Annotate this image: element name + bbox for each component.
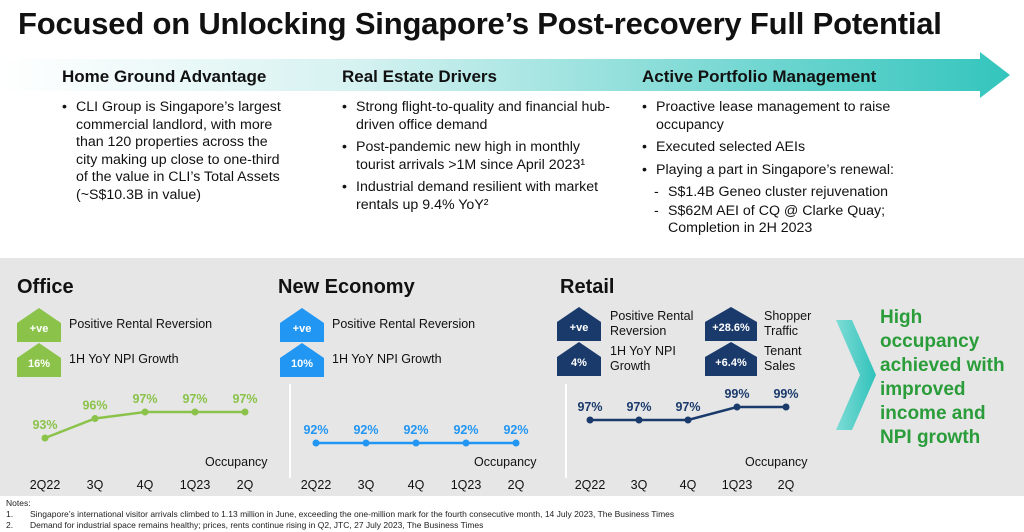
retail-tick-label: 4Q	[680, 478, 697, 492]
new-economy-rental-label: Positive Rental Reversion	[332, 317, 476, 331]
new-economy-occupancy-point	[462, 439, 470, 447]
retail-rental-label: Positive Rental Reversion	[610, 309, 694, 338]
occupancy-callout: High occupancy achieved with improved in…	[880, 307, 1005, 448]
retail-occupancy-point	[684, 416, 692, 424]
office-occupancy-point	[191, 408, 199, 416]
retail-tick-label: 3Q	[631, 478, 648, 492]
home-ground-bullets: CLI Group is Singapore’s largest commerc…	[62, 99, 282, 209]
office-rental-badge: +ve	[17, 308, 61, 342]
retail-npi-badge: 4%	[557, 342, 601, 376]
retail-occupancy-value-label: 99%	[724, 387, 749, 401]
new-economy-occupancy-point	[412, 439, 420, 447]
office-occupancy-point	[241, 408, 249, 416]
retail-occupancy-value-label: 97%	[577, 400, 602, 414]
chevron-right-icon	[836, 320, 876, 430]
retail-shopper-badge: +28.6%	[705, 307, 757, 341]
office-npi-badge: 16%	[17, 343, 61, 377]
new-economy-occupancy-point	[512, 439, 520, 447]
retail-occupancy-value-label: 97%	[626, 400, 651, 414]
office-occupancy-point	[91, 415, 99, 422]
office-axis-label: Occupancy	[205, 455, 268, 469]
office-rental-label: Positive Rental Reversion	[69, 317, 213, 331]
new-economy-occupancy-value-label: 92%	[403, 423, 428, 437]
bullet: CLI Group is Singapore’s largest commerc…	[62, 99, 282, 204]
new-economy-tick-label: 3Q	[358, 478, 375, 492]
new-economy-tick-label: 1Q23	[451, 478, 482, 492]
new-economy-tick-label: 4Q	[408, 478, 425, 492]
office-tick-label: 2Q22	[30, 478, 61, 492]
segment-title-new-economy: New Economy	[278, 276, 415, 298]
retail-shopper-label: Shopper Traffic	[764, 309, 812, 338]
new-economy-occupancy-point	[312, 439, 320, 447]
retail-tenant-label: Tenant Sales	[764, 344, 802, 373]
new-economy-tick-label: 2Q22	[301, 478, 332, 492]
segment-title-retail: Retail	[560, 276, 615, 298]
retail-tenant-badge: +6.4%	[705, 342, 757, 376]
new-economy-npi-badge: 10%	[280, 343, 324, 377]
retail-occupancy-value-label: 97%	[675, 400, 700, 414]
retail-rental-badge: +ve	[557, 307, 601, 341]
new-economy-rental-badge: +ve	[280, 308, 324, 342]
footnote-1: 1. Singapore’s international visitor arri…	[6, 509, 675, 519]
retail-tick-label: 2Q	[778, 478, 795, 492]
new-economy-occupancy-value-label: 92%	[303, 423, 328, 437]
page-title: Focused on Unlocking Singapore’s Post-re…	[18, 6, 942, 41]
pillar-heading-home-ground: Home Ground Advantage	[62, 67, 267, 86]
progress-arrow-band	[0, 52, 1010, 98]
retail-occupancy-value-label: 99%	[773, 387, 798, 401]
new-economy-tick-label: 2Q	[508, 478, 525, 492]
portfolio-bullets: Proactive lease management to raise occu…	[642, 99, 932, 239]
segment-title-office: Office	[17, 276, 74, 298]
retail-npi-label: 1H YoY NPI Growth	[610, 344, 676, 373]
sub-bullet: S$62M AEI of CQ @ Clarke Quay; Completio…	[642, 203, 932, 238]
office-occupancy-value-label: 93%	[32, 418, 57, 432]
new-economy-occupancy-value-label: 92%	[453, 423, 478, 437]
office-occupancy-value-label: 97%	[182, 392, 207, 406]
office-tick-label: 3Q	[87, 478, 104, 492]
office-occupancy-point	[141, 408, 149, 416]
new-economy-occupancy-point	[362, 439, 370, 447]
footnotes: Notes: 1. Singapore’s international visit…	[6, 498, 675, 530]
retail-tick-label: 1Q23	[722, 478, 753, 492]
retail-occupancy-point	[733, 403, 741, 411]
pillar-heading-portfolio: Active Portfolio Management	[642, 67, 877, 86]
bullet: Executed selected AEIs	[642, 139, 932, 157]
office-tick-label: 1Q23	[180, 478, 211, 492]
office-npi-label: 1H YoY NPI Growth	[69, 352, 179, 366]
office-occupancy-line	[44, 410, 245, 440]
sub-bullet: S$1.4B Geneo cluster rejuvenation	[642, 184, 932, 202]
bullet: Industrial demand resilient with market …	[342, 179, 622, 214]
segment-panel	[0, 258, 1024, 496]
retail-occupancy-point	[782, 403, 790, 411]
retail-axis-label: Occupancy	[745, 455, 808, 469]
new-economy-npi-label: 1H YoY NPI Growth	[332, 352, 442, 366]
bullet: Playing a part in Singapore’s renewal:	[642, 162, 932, 180]
real-estate-bullets: Strong flight-to-quality and financial h…	[342, 99, 622, 219]
bullet: Post-pandemic new high in monthly touris…	[342, 139, 622, 174]
office-tick-label: 2Q	[237, 478, 254, 492]
retail-occupancy-point	[635, 416, 643, 424]
office-tick-label: 4Q	[137, 478, 154, 492]
new-economy-axis-label: Occupancy	[474, 455, 537, 469]
new-economy-occupancy-value-label: 92%	[503, 423, 528, 437]
retail-tick-label: 2Q22	[575, 478, 606, 492]
retail-occupancy-point	[586, 416, 594, 424]
footnote-2: 2. Demand for industrial space remains he…	[6, 520, 484, 530]
bullet: Strong flight-to-quality and financial h…	[342, 99, 622, 134]
new-economy-occupancy-value-label: 92%	[353, 423, 378, 437]
office-occupancy-point	[41, 434, 49, 442]
bullet: Proactive lease management to raise occu…	[642, 99, 932, 134]
office-occupancy-value-label: 97%	[232, 392, 257, 406]
office-occupancy-value-label: 97%	[132, 392, 157, 406]
pillar-heading-real-estate: Real Estate Drivers	[342, 67, 497, 86]
office-occupancy-value-label: 96%	[82, 399, 107, 413]
